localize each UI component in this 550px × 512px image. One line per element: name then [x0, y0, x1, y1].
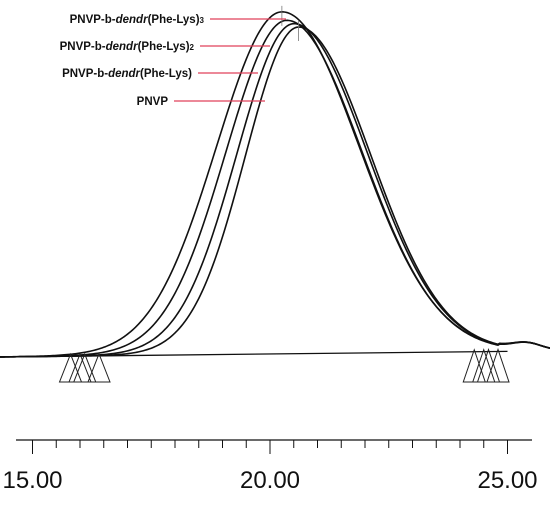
legend-entry-2: PNVP-b-dendr(Phe-Lys) [62, 68, 192, 80]
legend-entry-3: PNVP [137, 96, 169, 108]
legend-entry-0: PNVP-b-dendr(Phe-Lys)3 [70, 14, 205, 26]
integration-marker-2-start [73, 352, 97, 383]
x-axis: 15.00 20.00 25.00 [2, 439, 538, 494]
baseline-layer [0, 5, 508, 358]
legend: PNVP-b-dendr(Phe-Lys)3 PNVP-b-dendr(Phe-L… [60, 14, 286, 108]
series-line-1 [0, 19, 550, 358]
integration-marker-3-end [486, 347, 510, 383]
x-tick-label: 20.00 [240, 467, 300, 494]
curves-layer [0, 11, 550, 358]
x-tick-label: 25.00 [477, 467, 537, 494]
integration-marker-3-start [87, 352, 111, 383]
baseline [0, 350, 508, 358]
x-tick-label: 15.00 [2, 467, 62, 494]
series-line-0 [0, 11, 550, 358]
integration-markers [58, 347, 510, 383]
legend-entry-1: PNVP-b-dendr(Phe-Lys)2 [60, 41, 195, 53]
